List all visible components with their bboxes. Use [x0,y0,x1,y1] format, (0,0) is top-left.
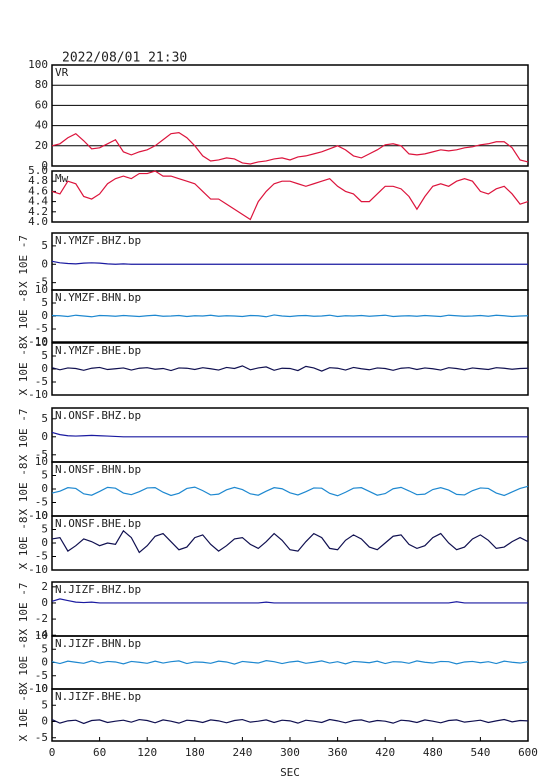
y-axis-label: X 10E -8 [17,290,30,343]
y-tick-label: 10 [35,455,48,468]
y-axis-label: X 10E -8 [17,636,30,689]
x-tick-label: 300 [280,746,300,759]
y-axis-label: X 10E -8 [17,343,30,396]
y-tick-label: 5.0 [28,164,48,177]
y-tick-label: -5 [35,669,48,682]
panel-label: N.ONSF.BHZ.bp [55,409,141,422]
y-tick-label: 5 [41,469,48,482]
y-axis-label: X 10E -8 [17,463,30,516]
panel-label: N.YMZF.BHN.bp [55,291,141,304]
y-tick-label: 0 [41,596,48,609]
y-tick-label: 10 [35,682,48,695]
y-tick-label: 5 [41,349,48,362]
data-line [51,529,529,554]
y-tick-label: -10 [28,682,48,695]
panel-frame [51,170,529,223]
y-tick-label: 20 [35,139,48,152]
y-axis-label: X 10E -7 [17,583,30,636]
panel-label: N.YMZF.BHE.bp [55,344,141,357]
x-tick-label: 480 [423,746,443,759]
data-line [51,660,529,665]
y-tick-label: 10 [35,283,48,296]
data-line [51,431,528,438]
y-tick-label: -10 [28,563,48,576]
panel-label: N.JIZF.BHN.bp [55,637,141,650]
data-line [51,314,529,318]
y-tick-label: -5 [35,448,48,461]
y-tick-label: 40 [35,119,48,132]
y-tick-label: -5 [35,550,48,563]
data-line [51,598,528,604]
y-tick-label: -5 [35,731,48,744]
y-tick-label: 10 [35,629,48,642]
x-tick-label: 600 [518,746,538,759]
x-tick-label: 0 [49,746,56,759]
y-tick-label: 4.8 [28,174,48,187]
y-axis-label: X 10E -8 [17,517,30,570]
data-line [51,718,529,725]
y-tick-label: 0 [41,715,48,728]
panel-label: VR [55,66,69,79]
y-tick-label: 5 [41,412,48,425]
y-tick-label: -10 [28,388,48,401]
x-tick-label: 420 [375,746,395,759]
data-line [51,485,529,497]
x-tick-label: 180 [185,746,205,759]
y-tick-label: 4.6 [28,184,48,197]
data-line [51,365,529,372]
y-tick-label: 5 [41,642,48,655]
y-tick-label: 0 [41,362,48,375]
chart-title: 2022/08/01 21:30 [62,51,187,66]
y-tick-label: -5 [35,276,48,289]
y-tick-label: 5 [41,523,48,536]
x-tick-label: 120 [137,746,157,759]
y-tick-label: 5 [41,296,48,309]
y-tick-label: 0 [41,656,48,669]
y-tick-label: 60 [35,98,48,111]
y-tick-label: -10 [28,335,48,348]
y-tick-label: 10 [35,336,48,349]
y-tick-label: -10 [28,509,48,522]
y-tick-label: 2 [41,580,48,593]
y-tick-label: 5 [41,698,48,711]
x-tick-label: 60 [93,746,106,759]
y-tick-label: -4 [35,628,49,641]
panel-label: N.ONSF.BHN.bp [55,463,141,476]
x-axis-label: SEC [280,766,300,779]
y-tick-label: 0 [41,536,48,549]
y-tick-label: 80 [35,78,48,91]
y-axis-label: X 10E -8 [17,689,30,742]
data-line [51,132,529,165]
y-tick-label: -5 [35,496,48,509]
y-tick-label: 5 [41,239,48,252]
y-tick-label: -5 [35,375,48,388]
y-tick-label: 0 [41,257,48,270]
panel-label: N.JIZF.BHE.bp [55,690,141,703]
y-tick-label: 100 [28,58,48,71]
x-tick-label: 240 [232,746,252,759]
y-tick-label: -2 [35,612,48,625]
y-tick-label: 0 [41,430,48,443]
y-tick-label: -5 [35,322,48,335]
data-line [51,170,529,221]
y-tick-label: 0 [41,159,48,172]
y-tick-label: 10 [35,509,48,522]
panel-label: Mw [55,172,69,185]
x-tick-label: 540 [470,746,490,759]
y-axis-label: X 10E -7 [17,409,30,462]
data-line [51,260,528,265]
y-tick-label: 4.4 [28,195,48,208]
y-tick-label: 4.2 [28,205,48,218]
y-axis-label: X 10E -7 [17,235,30,288]
panel-label: N.ONSF.BHE.bp [55,517,141,530]
y-tick-label: 4.0 [28,215,48,228]
panel-label: N.JIZF.BHZ.bp [55,583,141,596]
panel-label: N.YMZF.BHZ.bp [55,234,141,247]
y-tick-label: 0 [41,309,48,322]
y-tick-label: 0 [41,482,48,495]
x-tick-label: 360 [328,746,348,759]
